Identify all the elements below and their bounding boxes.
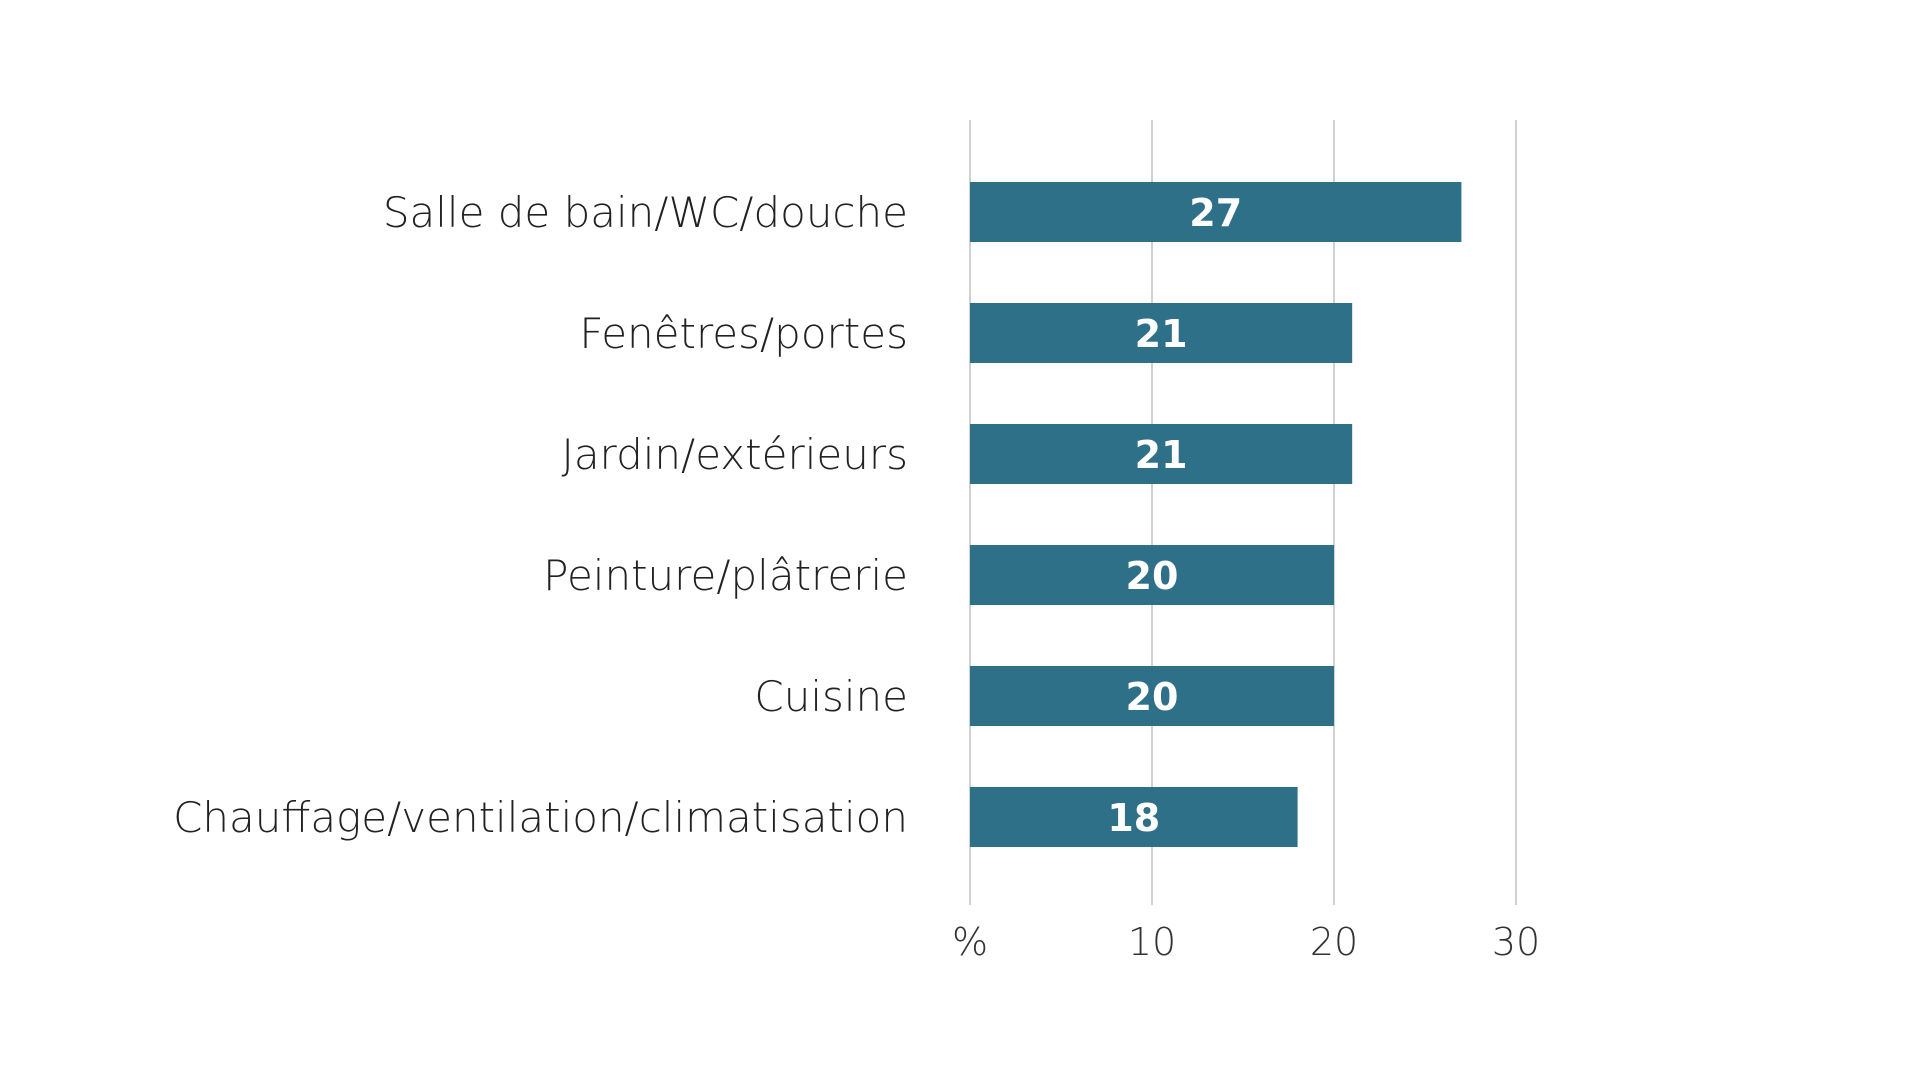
x-tick-label: % xyxy=(952,920,988,964)
category-label: Cuisine xyxy=(754,672,908,721)
data-label: 18 xyxy=(1107,796,1160,840)
x-tick-label: 10 xyxy=(1128,920,1176,964)
data-label: 20 xyxy=(1126,554,1179,598)
data-label: 20 xyxy=(1126,675,1179,719)
category-label: Fenêtres/portes xyxy=(579,309,908,358)
bar xyxy=(970,787,1298,847)
category-label: Salle de bain/WC/douche xyxy=(383,188,908,237)
x-tick-label: 20 xyxy=(1310,920,1358,964)
data-label: 21 xyxy=(1135,312,1188,356)
bar xyxy=(970,545,1334,605)
x-tick-label: 30 xyxy=(1492,920,1540,964)
category-label: Peinture/plâtrerie xyxy=(543,551,908,600)
label-layer: Salle de bain/WC/douche 27 Fenêtres/portes… xyxy=(173,188,1242,842)
bar xyxy=(970,303,1353,363)
data-label: 27 xyxy=(1189,191,1242,235)
data-label: 21 xyxy=(1135,433,1188,477)
bar xyxy=(970,182,1462,242)
bar xyxy=(970,424,1353,484)
bar-layer xyxy=(970,182,1462,847)
bar xyxy=(970,666,1334,726)
category-label: Chauffage/ventilation/climatisation xyxy=(173,793,908,842)
tick-layer: % 10 20 30 xyxy=(952,920,1540,964)
grid-layer xyxy=(969,120,1517,905)
category-label: Jardin/extérieurs xyxy=(561,430,908,479)
